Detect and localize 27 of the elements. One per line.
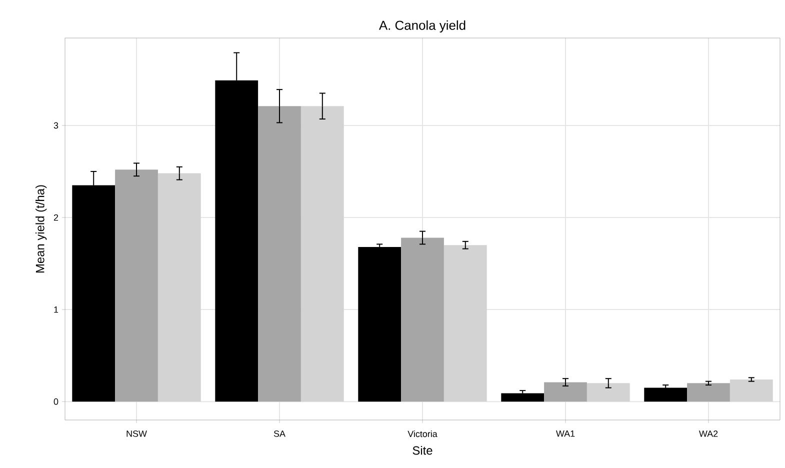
bar <box>158 173 201 402</box>
bar <box>72 185 116 402</box>
bar <box>215 80 258 402</box>
bar <box>644 388 688 402</box>
x-tick-label: SA <box>274 430 286 437</box>
bar <box>687 383 730 402</box>
chart-title: A. Canola yield <box>378 20 466 32</box>
x-tick-label: NSW <box>126 430 147 437</box>
bar <box>586 383 630 402</box>
y-tick-label: 1 <box>54 306 58 313</box>
y-axis-title: Mean yield (t/ha) <box>36 185 47 273</box>
bar <box>358 246 402 402</box>
bar <box>730 379 773 402</box>
bar <box>501 393 544 402</box>
x-tick-label: WA2 <box>699 430 718 437</box>
y-tick-label: 0 <box>54 398 58 405</box>
x-tick-label: WA1 <box>556 430 575 437</box>
bar <box>258 106 301 402</box>
bar <box>544 382 587 402</box>
x-tick-label: Victoria <box>408 430 438 438</box>
y-tick-label: 2 <box>54 214 58 221</box>
bar <box>115 170 158 402</box>
x-axis-title: Site <box>412 446 432 455</box>
y-tick-label: 3 <box>54 122 58 129</box>
bar <box>401 238 444 402</box>
bar <box>444 245 487 402</box>
bar <box>300 106 344 402</box>
